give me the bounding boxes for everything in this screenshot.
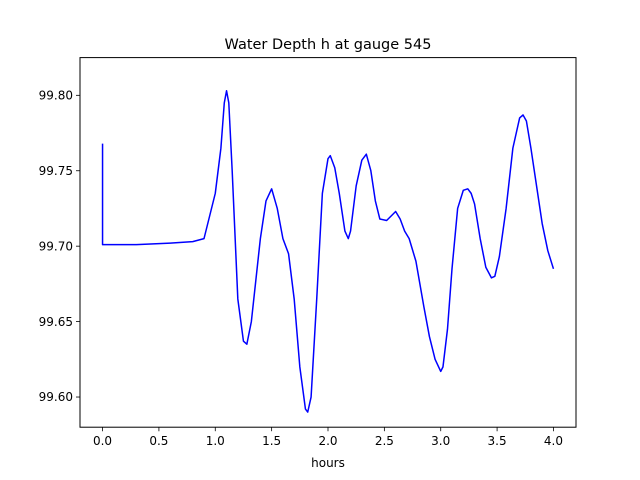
y-tick-label: 99.80 (39, 89, 73, 103)
chart-title: Water Depth h at gauge 545 (225, 37, 432, 53)
plot-area (101, 90, 555, 413)
x-axis-label: hours (311, 456, 345, 470)
x-tick-label: 2.5 (375, 434, 394, 448)
x-tick-label: 2.0 (318, 434, 337, 448)
y-tick-label: 99.65 (39, 315, 73, 329)
x-tick-label: 1.5 (262, 434, 281, 448)
x-axis: 0.0 0.5 1.0 1.5 2.0 2.5 3.0 3.5 4.0 (93, 427, 563, 448)
x-tick-label: 3.0 (431, 434, 450, 448)
series-line-0 (101, 90, 555, 413)
y-tick-label: 99.60 (39, 390, 73, 404)
x-tick-label: 1.0 (206, 434, 225, 448)
x-tick-label: 4.0 (544, 434, 563, 448)
y-axis: 99.60 99.65 99.70 99.75 99.80 (39, 89, 80, 404)
x-tick-label: 0.5 (149, 434, 168, 448)
x-tick-label: 0.0 (93, 434, 112, 448)
x-tick-label: 3.5 (488, 434, 507, 448)
y-tick-label: 99.70 (39, 239, 73, 253)
y-tick-label: 99.75 (39, 164, 73, 178)
